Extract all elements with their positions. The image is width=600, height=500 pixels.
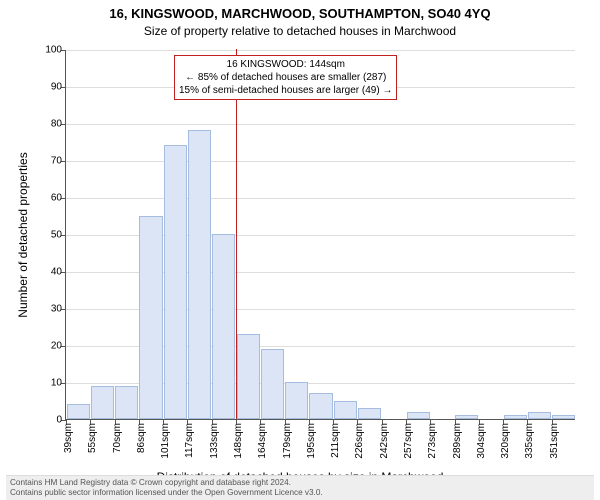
gridline <box>66 124 575 125</box>
x-tick-label: 101sqm <box>160 423 171 459</box>
y-tick-label: 40 <box>51 267 62 278</box>
annotation-line-1: 16 KINGSWOOD: 144sqm <box>179 58 392 71</box>
x-tick-label: 179sqm <box>282 423 293 459</box>
reference-line <box>236 49 237 419</box>
annotation-line-2: ← 85% of detached houses are smaller (28… <box>179 71 392 84</box>
y-tick-label: 90 <box>51 82 62 93</box>
x-tick-label: 86sqm <box>136 423 147 453</box>
histogram-bar <box>261 349 284 419</box>
histogram-bar <box>309 393 332 419</box>
histogram-bar <box>358 408 381 419</box>
footer-line-1: Contains HM Land Registry data © Crown c… <box>10 478 590 488</box>
footer-line-2: Contains public sector information licen… <box>10 488 590 498</box>
x-tick-label: 226sqm <box>354 423 365 459</box>
x-tick-label: 273sqm <box>427 423 438 459</box>
x-tick-label: 70sqm <box>112 423 123 453</box>
y-tick-label: 100 <box>45 45 62 56</box>
annotation-box: 16 KINGSWOOD: 144sqm ← 85% of detached h… <box>174 55 397 100</box>
x-tick-label: 55sqm <box>87 423 98 453</box>
histogram-bar <box>115 386 138 419</box>
footer-attribution: Contains HM Land Registry data © Crown c… <box>6 475 594 500</box>
histogram-bar <box>188 130 211 419</box>
x-tick-label: 257sqm <box>403 423 414 459</box>
x-tick-label: 320sqm <box>500 423 511 459</box>
chart-title-main: 16, KINGSWOOD, MARCHWOOD, SOUTHAMPTON, S… <box>0 6 600 21</box>
y-tick-label: 10 <box>51 378 62 389</box>
histogram-bar <box>528 412 551 419</box>
x-tick-label: 289sqm <box>452 423 463 459</box>
x-tick-label: 242sqm <box>379 423 390 459</box>
histogram-bar <box>407 412 430 419</box>
histogram-bar <box>334 401 357 420</box>
x-tick-label: 39sqm <box>63 423 74 453</box>
x-tick-label: 164sqm <box>257 423 268 459</box>
histogram-bar <box>455 415 478 419</box>
histogram-bar <box>164 145 187 419</box>
x-tick-label: 211sqm <box>330 423 341 458</box>
y-tick-label: 70 <box>51 156 62 167</box>
annotation-line-3: 15% of semi-detached houses are larger (… <box>179 84 392 97</box>
histogram-bar <box>212 234 235 419</box>
x-tick-label: 117sqm <box>184 423 195 458</box>
histogram-bar <box>139 216 162 420</box>
y-tick-label: 30 <box>51 304 62 315</box>
x-tick-label: 335sqm <box>524 423 535 459</box>
y-tick-label: 80 <box>51 119 62 130</box>
x-tick-label: 148sqm <box>233 423 244 459</box>
gridline <box>66 161 575 162</box>
histogram-bar <box>552 415 575 419</box>
plot-area: 010203040506070809010039sqm55sqm70sqm86s… <box>65 50 575 420</box>
chart-title-sub: Size of property relative to detached ho… <box>0 24 600 38</box>
x-tick-label: 133sqm <box>209 423 220 459</box>
y-tick-label: 60 <box>51 193 62 204</box>
gridline <box>66 198 575 199</box>
histogram-bar <box>91 386 114 419</box>
histogram-bar <box>504 415 527 419</box>
chart-container: 16, KINGSWOOD, MARCHWOOD, SOUTHAMPTON, S… <box>0 0 600 500</box>
gridline <box>66 50 575 51</box>
histogram-bar <box>67 404 90 419</box>
histogram-bar <box>237 334 260 419</box>
y-tick-label: 50 <box>51 230 62 241</box>
x-tick-label: 351sqm <box>549 423 560 459</box>
histogram-bar <box>285 382 308 419</box>
x-tick-label: 304sqm <box>476 423 487 459</box>
y-tick-label: 20 <box>51 341 62 352</box>
x-tick-label: 195sqm <box>306 423 317 459</box>
y-tick-label: 0 <box>56 415 62 426</box>
y-axis-label: Number of detached properties <box>16 152 30 317</box>
